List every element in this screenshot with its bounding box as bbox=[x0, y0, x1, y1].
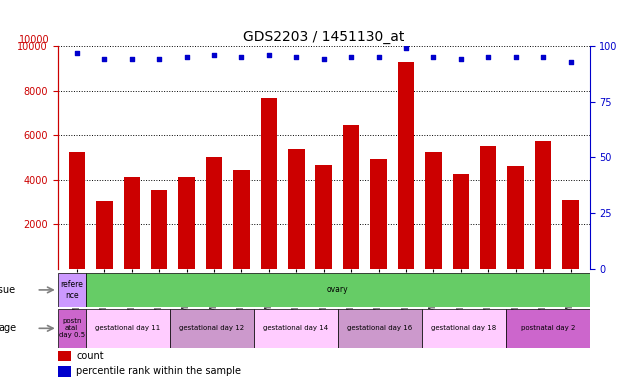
Text: tissue: tissue bbox=[0, 285, 16, 295]
Text: count: count bbox=[76, 351, 104, 361]
Text: postn
atal
day 0.5: postn atal day 0.5 bbox=[58, 318, 85, 338]
Bar bbox=[535, 141, 551, 269]
Bar bbox=[151, 190, 167, 269]
Bar bbox=[508, 166, 524, 269]
Bar bbox=[206, 157, 222, 269]
Bar bbox=[370, 159, 387, 269]
Point bbox=[181, 54, 192, 60]
Bar bbox=[178, 177, 195, 269]
Bar bbox=[398, 62, 414, 269]
Bar bbox=[233, 170, 249, 269]
Text: ovary: ovary bbox=[327, 285, 349, 295]
FancyBboxPatch shape bbox=[506, 309, 590, 348]
Bar bbox=[453, 174, 469, 269]
Point bbox=[346, 54, 356, 60]
Point bbox=[510, 54, 520, 60]
Bar bbox=[480, 146, 497, 269]
Point bbox=[209, 52, 219, 58]
FancyBboxPatch shape bbox=[170, 309, 254, 348]
FancyBboxPatch shape bbox=[58, 309, 86, 348]
Bar bbox=[288, 149, 304, 269]
Text: 10000: 10000 bbox=[19, 35, 49, 45]
Text: gestational day 14: gestational day 14 bbox=[263, 325, 328, 331]
Point bbox=[127, 56, 137, 63]
Point bbox=[291, 54, 301, 60]
Point bbox=[538, 54, 548, 60]
Point bbox=[565, 59, 576, 65]
FancyBboxPatch shape bbox=[338, 309, 422, 348]
Text: gestational day 18: gestational day 18 bbox=[431, 325, 496, 331]
Point bbox=[483, 54, 494, 60]
Bar bbox=[315, 165, 332, 269]
FancyBboxPatch shape bbox=[254, 309, 338, 348]
Text: gestational day 11: gestational day 11 bbox=[95, 325, 160, 331]
Bar bbox=[261, 98, 277, 269]
Point bbox=[237, 54, 247, 60]
Text: gestational day 12: gestational day 12 bbox=[179, 325, 244, 331]
Text: age: age bbox=[0, 323, 16, 333]
Point bbox=[401, 45, 411, 51]
FancyBboxPatch shape bbox=[86, 309, 170, 348]
Point bbox=[99, 56, 110, 63]
Bar bbox=[96, 201, 113, 269]
Bar bbox=[343, 125, 360, 269]
FancyBboxPatch shape bbox=[58, 273, 86, 307]
Bar bbox=[69, 152, 85, 269]
Point bbox=[72, 50, 82, 56]
Point bbox=[374, 54, 384, 60]
Point bbox=[456, 56, 466, 63]
Text: percentile rank within the sample: percentile rank within the sample bbox=[76, 366, 241, 376]
Bar bbox=[562, 200, 579, 269]
Bar bbox=[58, 366, 71, 377]
Bar bbox=[124, 177, 140, 269]
FancyBboxPatch shape bbox=[422, 309, 506, 348]
Text: gestational day 16: gestational day 16 bbox=[347, 325, 412, 331]
Point bbox=[263, 52, 274, 58]
Point bbox=[319, 56, 329, 63]
Bar bbox=[425, 152, 442, 269]
Text: postnatal day 2: postnatal day 2 bbox=[520, 325, 575, 331]
Title: GDS2203 / 1451130_at: GDS2203 / 1451130_at bbox=[243, 30, 404, 44]
Point bbox=[428, 54, 438, 60]
Point bbox=[154, 56, 164, 63]
Bar bbox=[58, 351, 71, 361]
Text: refere
nce: refere nce bbox=[60, 280, 83, 300]
FancyBboxPatch shape bbox=[86, 273, 590, 307]
